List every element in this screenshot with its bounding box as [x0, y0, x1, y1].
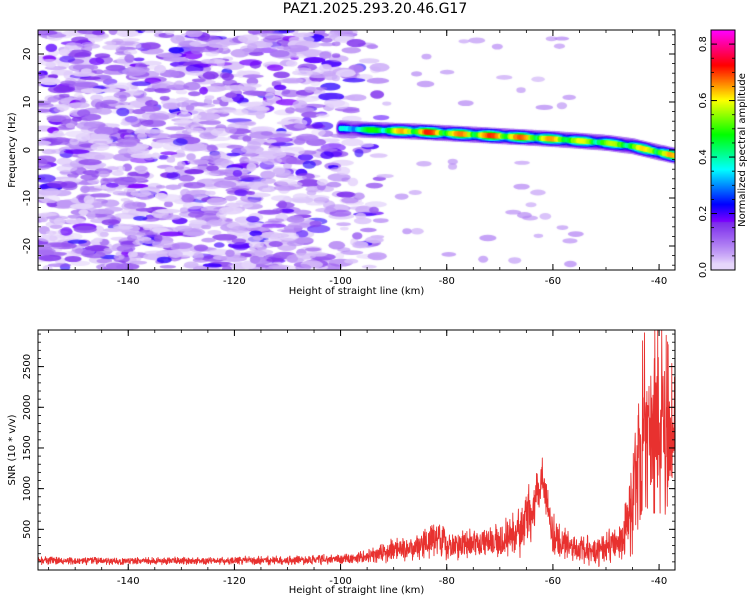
- heatmap-y-tick-label: 0: [22, 147, 33, 153]
- heatmap-y-tick-label: -10: [22, 190, 33, 206]
- snr-y-tick-label: 2000: [22, 395, 33, 420]
- chart-title: PAZ1.2025.293.20.46.G17: [282, 1, 468, 17]
- colorbar-tick-label: 0.4: [698, 149, 709, 165]
- colorbar-label: Normalized spectral amplitude: [737, 73, 748, 227]
- snr-x-tick-label: -80: [439, 576, 455, 587]
- snr-x-axis-label: Height of straight line (km): [289, 585, 425, 596]
- heatmap-x-tick-label: -60: [545, 276, 561, 287]
- minor-ticks: [38, 330, 675, 571]
- colorbar-tick-label: 0.6: [698, 93, 709, 109]
- heatmap-x-tick-label: -40: [651, 276, 667, 287]
- colorbar-gradient: [711, 30, 735, 270]
- colorbar-tick-label: 0.0: [698, 262, 709, 278]
- snr-x-tick-label: -60: [545, 576, 561, 587]
- heatmap-x-tick-label: -100: [329, 276, 352, 287]
- snr-x-tick-label: -120: [223, 576, 246, 587]
- heatmap-y-tick-label: 10: [22, 96, 33, 109]
- snr-plot-frame: [37, 329, 676, 571]
- heatmap-x-axis-label: Height of straight line (km): [289, 286, 425, 297]
- snr-x-tick-label: -140: [117, 576, 140, 587]
- heatmap-y-tick-label: -20: [22, 238, 33, 254]
- heatmap-y-tick-label: 20: [22, 48, 33, 61]
- snr-x-tick-label: -100: [329, 576, 352, 587]
- colorbar-frame: [710, 29, 736, 271]
- heatmap-x-tick-label: -140: [117, 276, 140, 287]
- snr-y-tick-label: 2500: [22, 354, 33, 379]
- colorbar-tick-label: 0.8: [698, 36, 709, 52]
- heatmap-image: [38, 30, 675, 270]
- snr-y-tick-label: 1000: [22, 476, 33, 501]
- minor-ticks: [38, 30, 675, 270]
- snr-x-tick-label: -40: [651, 576, 667, 587]
- snr-y-tick-label: 500: [22, 520, 33, 539]
- heatmap-x-tick-label: -120: [223, 276, 246, 287]
- snr-y-axis-label: SNR (10 * v/v): [7, 414, 18, 485]
- snr-series-line: [38, 330, 675, 567]
- colorbar-tick-label: 0.2: [698, 206, 709, 222]
- heatmap-y-axis-label: Frequency (Hz): [7, 112, 18, 188]
- heatmap-x-tick-label: -80: [439, 276, 455, 287]
- snr-y-tick-label: 1500: [22, 435, 33, 460]
